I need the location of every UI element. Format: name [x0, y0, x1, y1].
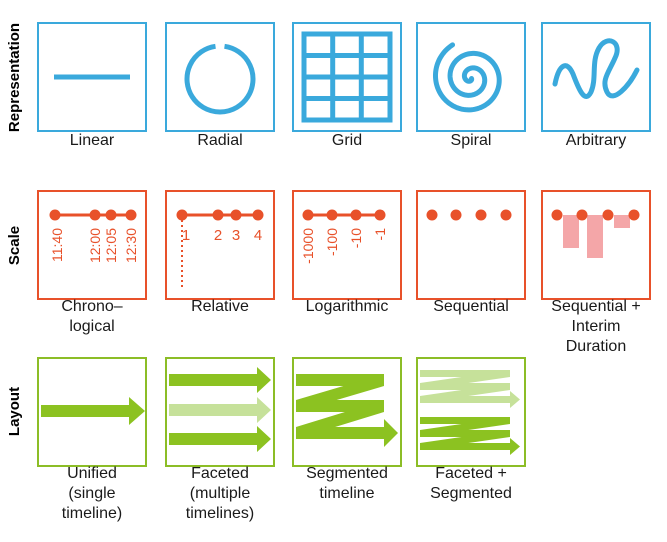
- caption-segmented: Segmented timeline: [306, 465, 388, 502]
- caption-radial: Radial: [197, 132, 243, 149]
- panel-border: [37, 190, 147, 300]
- scale-sequential-interim-panel: [541, 190, 651, 300]
- tick-label: 1: [182, 227, 190, 244]
- event-dot: [374, 209, 386, 221]
- tick-label: 2: [214, 227, 222, 244]
- tick-label: 3: [232, 227, 240, 244]
- panel-border: [416, 357, 526, 467]
- event-dot: [628, 209, 640, 221]
- caption-sequential: Sequential: [433, 298, 509, 315]
- panel-border: [416, 22, 526, 132]
- event-dot: [125, 209, 137, 221]
- event-dot: [49, 209, 61, 221]
- event-dot: [551, 209, 563, 221]
- layout-unified-panel: [37, 357, 147, 467]
- tick-label: 12:00: [87, 228, 103, 263]
- representation-radial-panel: [165, 22, 275, 132]
- scale-chronological-panel: 11:40 12:00 12:05 12:30: [37, 190, 147, 300]
- scale-relative-panel: 1 2 3 4: [165, 190, 275, 300]
- representation-linear-panel: [37, 22, 147, 132]
- duration-bar: [563, 215, 579, 248]
- event-dot: [350, 209, 362, 221]
- tick-label: 12:05: [103, 228, 119, 263]
- segmented-zigzag-bottom: [420, 417, 520, 455]
- panel-border: [37, 22, 147, 132]
- duration-bar: [587, 215, 603, 258]
- duration-bar: [614, 215, 630, 228]
- panel-border: [165, 357, 275, 467]
- event-dot: [176, 209, 188, 221]
- tick-label: -1: [372, 228, 388, 241]
- caption-faceted-segmented: Faceted + Segmented: [430, 465, 512, 502]
- radial-arc: [184, 43, 256, 115]
- tick-label: -1000: [300, 228, 316, 264]
- caption-spiral: Spiral: [450, 132, 492, 149]
- row-label-representation-text: Representation: [6, 22, 24, 132]
- event-dot: [105, 209, 117, 221]
- event-dot: [576, 209, 588, 221]
- caption-faceted: Faceted (multiple timelines): [185, 465, 255, 522]
- scale-sequential-panel: [416, 190, 526, 300]
- layout-faceted-panel: [165, 357, 275, 467]
- caption-logarithmic: Logarithmic: [305, 298, 389, 315]
- panel-border: [292, 357, 402, 467]
- panel-border: [292, 190, 402, 300]
- caption-grid: Grid: [331, 132, 363, 149]
- panel-border: [541, 190, 651, 300]
- event-dot: [212, 209, 224, 221]
- tick-label: -100: [324, 228, 340, 256]
- timeline-arrow: [169, 397, 271, 423]
- representation-grid-panel: [292, 22, 402, 132]
- caption-relative: Relative: [191, 298, 249, 315]
- tick-label: -10: [348, 228, 364, 248]
- tick-label: 12:30: [123, 228, 139, 263]
- segmented-zigzag-top: [420, 370, 520, 408]
- panel-border: [541, 22, 651, 132]
- caption-unified: Unified (single timeline): [61, 465, 123, 522]
- row-label-layout-text: Layout: [6, 386, 24, 436]
- caption-chronological: Chrono– logical: [61, 298, 123, 335]
- panel-border: [165, 190, 275, 300]
- representation-spiral-panel: [416, 22, 526, 132]
- caption-sequential-interim: Sequential + Interim Duration: [551, 298, 641, 355]
- panel-border: [37, 357, 147, 467]
- row-label-layout: Layout: [0, 357, 30, 465]
- tick-label: 4: [254, 227, 262, 244]
- event-dot: [475, 209, 487, 221]
- layout-segmented-panel: [292, 357, 402, 467]
- row-label-scale: Scale: [0, 192, 30, 298]
- panel-border: [165, 22, 275, 132]
- timeline-arrow: [169, 426, 271, 452]
- panel-border: [416, 190, 526, 300]
- timeline-arrow: [41, 397, 145, 425]
- event-dot: [450, 209, 462, 221]
- row-label-representation: Representation: [0, 22, 30, 132]
- event-dot: [326, 209, 338, 221]
- scale-logarithmic-panel: -1000 -100 -10 -1: [292, 190, 402, 300]
- timeline-arrow: [169, 367, 271, 393]
- event-dot: [602, 209, 614, 221]
- event-dot: [426, 209, 438, 221]
- representation-arbitrary-panel: [541, 22, 651, 132]
- grid-lines: [301, 31, 393, 123]
- segmented-zigzag: [296, 374, 398, 447]
- row-label-scale-text: Scale: [6, 225, 24, 265]
- spiral-curve: [432, 42, 502, 113]
- event-dot: [302, 209, 314, 221]
- caption-linear: Linear: [69, 132, 115, 149]
- event-dot: [500, 209, 512, 221]
- tick-label: 11:40: [49, 228, 65, 262]
- event-dot: [252, 209, 264, 221]
- event-dot: [89, 209, 101, 221]
- event-dot: [230, 209, 242, 221]
- caption-arbitrary: Arbitrary: [565, 132, 627, 149]
- layout-faceted-segmented-panel: [416, 357, 526, 467]
- arbitrary-curve: [552, 38, 640, 99]
- panel-border: [292, 22, 402, 132]
